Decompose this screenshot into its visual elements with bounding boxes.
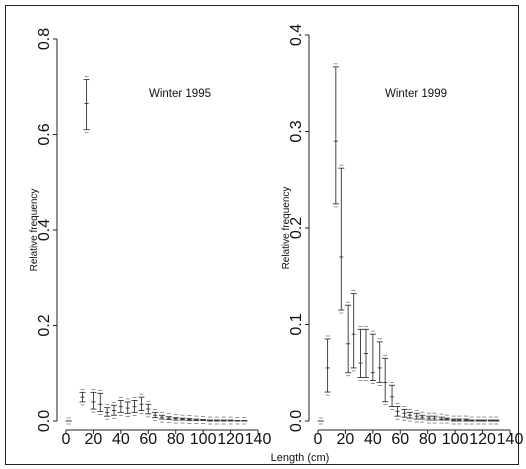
data-point xyxy=(234,417,241,425)
panel-winter-1995: 0 20 40 60 80 100 120 140 0.0 0.2 0.4 0.6 0.8 Winter … xyxy=(29,28,271,448)
data-point xyxy=(220,416,227,425)
data-point xyxy=(138,393,145,414)
axes: 0 20 40 60 80 100 120 140 0.0 0.1 0.2 0.3 0.4 xyxy=(288,24,523,448)
data-point xyxy=(83,76,90,134)
data-point xyxy=(406,408,413,422)
y-tick-label: 0.0 xyxy=(288,410,305,432)
x-tick-label: 140 xyxy=(245,431,272,448)
x-tick-label: 120 xyxy=(217,431,244,448)
data-point xyxy=(145,400,152,418)
data-point xyxy=(172,414,179,424)
x-tick-label: 100 xyxy=(442,431,469,448)
data-point xyxy=(207,416,213,425)
data-point xyxy=(363,325,369,381)
data-point xyxy=(193,415,200,424)
data-point xyxy=(376,338,383,386)
data-point xyxy=(480,416,487,425)
data-point xyxy=(227,416,234,425)
data-point xyxy=(79,389,86,406)
data-point xyxy=(357,325,364,381)
chart-title: Winter 1995 xyxy=(149,88,211,100)
data-point xyxy=(369,330,376,384)
data-point xyxy=(450,415,457,425)
figure-border xyxy=(5,5,519,465)
x-tick-label: 20 xyxy=(337,431,355,448)
data-point xyxy=(97,389,104,415)
data-point xyxy=(90,389,97,413)
data-point xyxy=(350,290,357,372)
data-point xyxy=(443,414,450,424)
y-tick-label: 0.4 xyxy=(36,219,53,241)
data-point xyxy=(213,416,220,425)
data-point xyxy=(431,412,438,424)
data-point xyxy=(179,414,186,424)
data-point xyxy=(345,301,352,377)
x-tick-label: 0 xyxy=(62,431,71,448)
x-tick-label: 80 xyxy=(419,431,437,448)
data-point xyxy=(394,403,401,420)
data-point xyxy=(438,413,445,424)
y-tick-label: 0.1 xyxy=(288,313,305,335)
panel-winter-1999: 0 20 40 60 80 100 120 140 0.0 0.1 0.2 0.3 0.4 Winter … xyxy=(271,24,524,464)
data-point xyxy=(487,416,494,425)
x-tick-label: 60 xyxy=(139,431,157,448)
data-point xyxy=(131,397,138,416)
data-point xyxy=(493,416,500,425)
x-tick-label: 120 xyxy=(469,431,496,448)
data-point xyxy=(324,335,331,396)
data-point xyxy=(200,416,207,424)
data-point xyxy=(317,417,324,425)
data-point xyxy=(413,409,420,423)
x-tick-label: 80 xyxy=(167,431,185,448)
data-point xyxy=(426,412,433,424)
data-point xyxy=(165,413,172,423)
data-point xyxy=(382,354,389,406)
x-tick-label: 20 xyxy=(85,431,103,448)
x-tick-label: 0 xyxy=(314,431,323,448)
x-axis-label: Length (cm) xyxy=(271,452,330,464)
data-point xyxy=(152,409,159,422)
data-point xyxy=(338,164,345,314)
y-tick-label: 0.4 xyxy=(288,24,305,46)
data-point xyxy=(419,411,426,423)
y-tick-label: 0.6 xyxy=(36,123,53,145)
x-tick-label: 40 xyxy=(112,431,130,448)
data-point xyxy=(65,417,72,425)
y-tick-label: 0.2 xyxy=(36,314,53,336)
y-tick-label: 0.8 xyxy=(36,28,53,50)
y-tick-label: 0.2 xyxy=(288,217,305,239)
y-axis-label: Relative frequency xyxy=(29,189,40,272)
y-tick-label: 0.3 xyxy=(288,120,305,142)
y-tick-label: 0.0 xyxy=(36,410,53,432)
x-tick-label: 40 xyxy=(364,431,382,448)
data-point xyxy=(401,406,408,421)
data-point xyxy=(463,415,470,425)
data-point xyxy=(159,411,165,423)
data-point xyxy=(389,381,396,410)
data-point xyxy=(104,404,111,420)
x-tick-label: 100 xyxy=(190,431,217,448)
x-tick-label: 140 xyxy=(497,431,524,448)
data-point xyxy=(475,416,482,425)
chart-title: Winter 1999 xyxy=(385,88,447,100)
data-point xyxy=(186,415,193,424)
data-point xyxy=(241,417,248,425)
data-point xyxy=(111,401,117,419)
x-tick-label: 60 xyxy=(391,431,409,448)
data-point xyxy=(117,397,124,416)
data-point xyxy=(468,416,475,425)
data-point xyxy=(332,63,339,208)
y-axis-label: Relative frequency xyxy=(281,187,292,270)
data-point xyxy=(456,415,463,425)
axes: 0 20 40 60 80 100 120 140 0.0 0.2 0.4 0.6 0.8 xyxy=(36,28,271,448)
data-point xyxy=(124,398,131,417)
